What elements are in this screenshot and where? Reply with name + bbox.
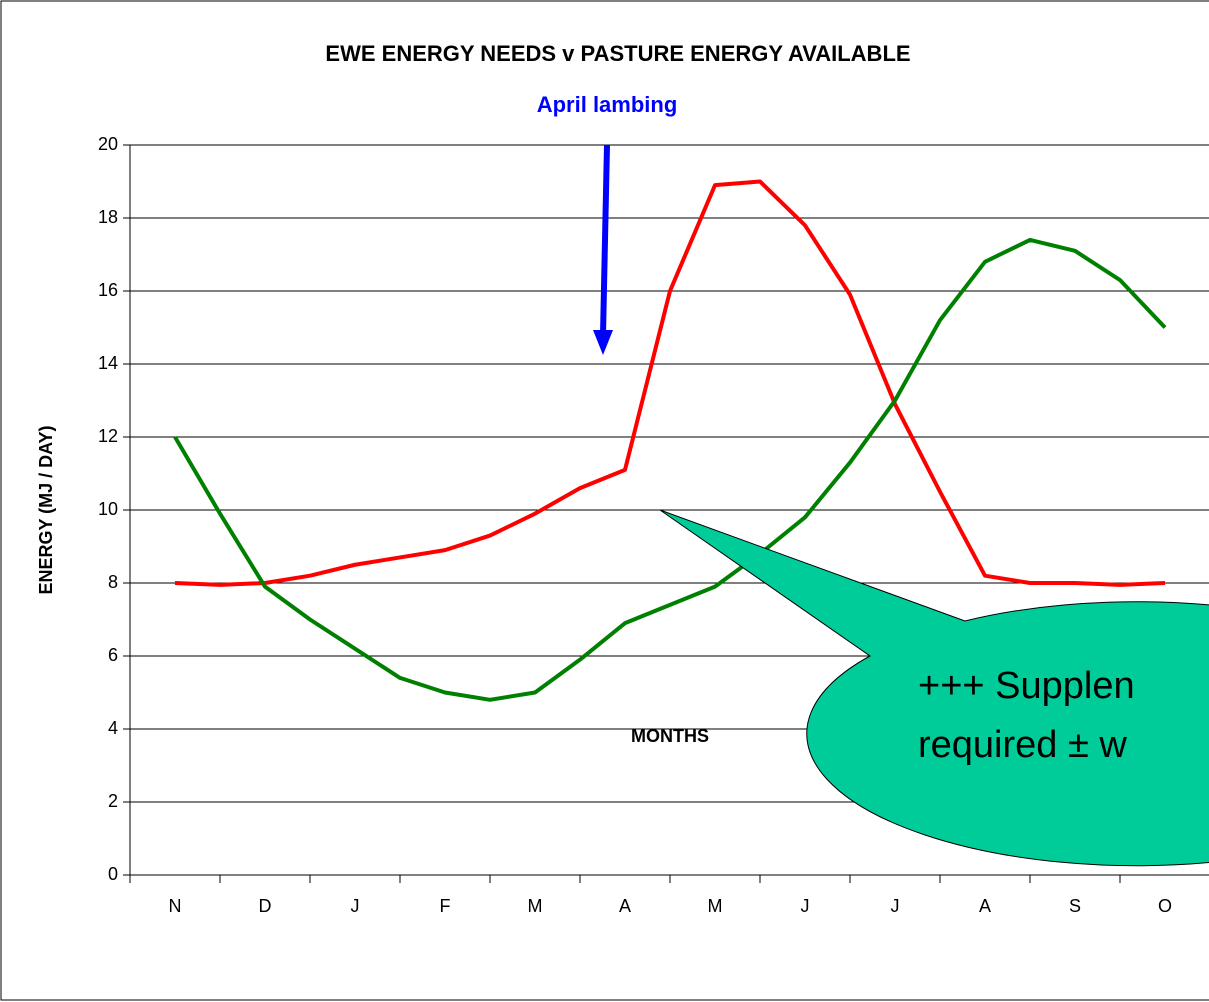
x-tick-label: M [528,896,543,916]
y-tick-label: 18 [98,207,118,227]
x-tick-label: S [1069,896,1081,916]
arrow-shaft [600,144,610,336]
y-tick-label: 6 [108,645,118,665]
series-line [174,179,1166,587]
callout-text: +++ Supplen [918,665,1135,707]
y-tick-label: 8 [108,572,118,592]
series-line [173,237,1167,702]
x-tick-label: J [891,896,900,916]
y-tick-label: 12 [98,426,118,446]
arrow-head [593,330,613,355]
x-axis-label: MONTHS [631,726,709,746]
x-tick-label: O [1158,896,1172,916]
x-tick-label: A [619,896,631,916]
x-tick-label: N [169,896,182,916]
y-tick-label: 0 [108,864,118,884]
callout [659,509,1209,867]
y-tick-label: 4 [108,718,118,738]
y-tick-label: 10 [98,499,118,519]
y-tick-label: 14 [98,353,118,373]
chart-title: EWE ENERGY NEEDS v PASTURE ENERGY AVAILA… [325,41,910,66]
x-tick-label: J [351,896,360,916]
x-tick-label: D [259,896,272,916]
x-tick-label: F [440,896,451,916]
y-axis-label: ENERGY (MJ / DAY) [36,425,56,594]
callout-text: required ± w [918,724,1127,766]
y-tick-label: 2 [108,791,118,811]
y-tick-label: 16 [98,280,118,300]
overlay: +++ Supplen required ± w [593,144,1209,867]
annotation: April lambing [537,92,678,117]
x-tick-label: J [801,896,810,916]
y-tick-label: 20 [98,134,118,154]
x-tick-label: M [708,896,723,916]
x-tick-label: A [979,896,991,916]
